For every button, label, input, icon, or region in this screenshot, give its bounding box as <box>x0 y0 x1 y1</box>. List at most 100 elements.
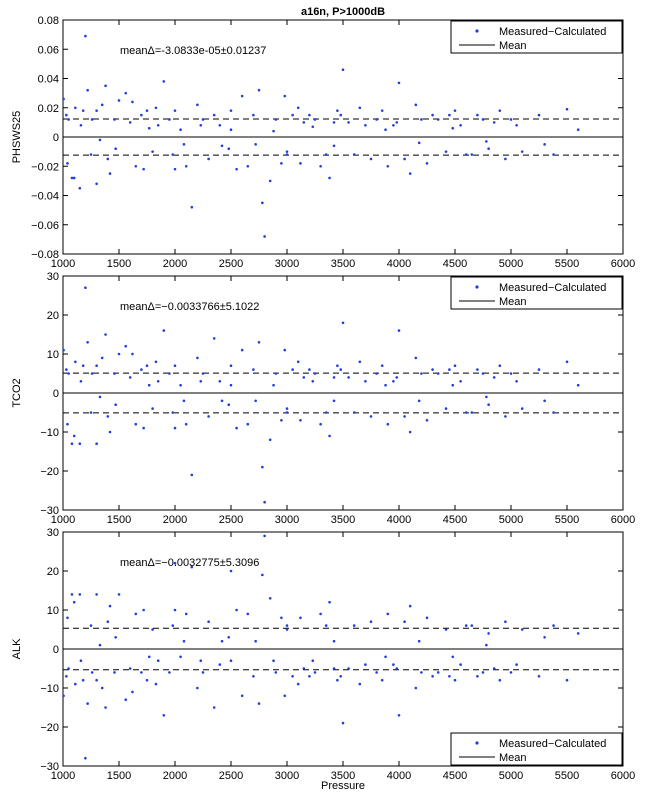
data-point <box>332 639 336 643</box>
data-point <box>352 624 356 627</box>
legend-box <box>450 276 623 310</box>
data-point <box>576 383 580 387</box>
legend: Measured−Calculated Mean <box>450 732 623 766</box>
data-point <box>252 368 255 371</box>
data-point <box>229 364 233 368</box>
data-point <box>134 164 138 168</box>
data-point <box>280 162 283 165</box>
data-point <box>520 150 524 153</box>
data-point <box>308 368 311 371</box>
data-point <box>302 667 306 670</box>
data-point <box>168 671 171 674</box>
legend-marker-point <box>475 741 479 745</box>
data-point <box>332 144 336 148</box>
data-point <box>358 682 362 686</box>
data-point <box>448 675 451 678</box>
data-point <box>487 403 490 407</box>
data-point <box>509 118 513 121</box>
data-point <box>417 639 421 643</box>
data-point <box>520 407 524 410</box>
data-point <box>100 356 104 360</box>
x-tick-label: 4500 <box>443 514 467 526</box>
x-tick-label: 4000 <box>387 514 411 526</box>
data-point <box>65 675 68 678</box>
data-point <box>131 100 134 104</box>
data-point <box>332 667 336 670</box>
data-point <box>235 426 238 430</box>
data-point <box>274 372 278 375</box>
data-point <box>124 698 128 701</box>
legend-label: Mean <box>499 40 527 52</box>
data-point <box>408 604 412 608</box>
data-point <box>347 121 350 124</box>
legend-box <box>450 732 623 766</box>
data-point <box>436 372 440 375</box>
data-point <box>448 368 451 371</box>
data-point <box>229 569 233 573</box>
data-point <box>70 176 74 180</box>
data-point <box>212 113 216 117</box>
data-point <box>86 702 89 705</box>
data-point <box>104 84 107 88</box>
data-point <box>313 118 317 121</box>
data-point <box>311 125 315 129</box>
data-point <box>104 706 107 709</box>
data-point <box>171 153 175 156</box>
data-point <box>199 380 203 383</box>
data-point <box>485 643 488 647</box>
legend: Measured−Calculated Mean <box>450 276 623 310</box>
data-point <box>268 438 272 442</box>
x-tick-label: 4000 <box>387 258 411 270</box>
data-point <box>74 360 77 364</box>
data-point <box>154 360 158 364</box>
data-point <box>113 118 116 121</box>
data-point <box>453 678 457 682</box>
data-point <box>168 372 171 375</box>
data-point <box>285 407 289 410</box>
data-point <box>464 624 468 627</box>
data-point <box>117 99 121 102</box>
data-point <box>395 121 399 124</box>
data-point <box>114 636 117 639</box>
data-point <box>218 124 222 127</box>
data-point <box>62 97 65 101</box>
data-point <box>537 368 541 371</box>
data-point <box>72 600 76 604</box>
data-point <box>106 157 110 161</box>
data-point <box>487 147 490 150</box>
y-tick-label: 0 <box>53 388 59 400</box>
data-point <box>252 113 255 117</box>
data-point <box>108 430 112 434</box>
data-point <box>171 624 175 627</box>
data-point <box>95 364 98 368</box>
data-point <box>364 663 367 666</box>
data-point <box>386 164 390 168</box>
data-point <box>72 176 76 180</box>
data-point <box>444 407 448 410</box>
data-point <box>207 415 210 418</box>
data-point <box>453 109 457 112</box>
data-point <box>89 411 93 414</box>
data-point <box>459 663 462 666</box>
data-point <box>272 129 275 133</box>
data-point <box>81 678 85 682</box>
data-point <box>552 624 555 627</box>
data-point <box>74 682 77 686</box>
chart-panel-1: −0.08 −0.06 −0.04 −0.02 0 0.02 0.04 0.06 0.08 100… <box>11 15 635 270</box>
data-point <box>212 337 216 340</box>
data-point <box>98 643 102 647</box>
data-point <box>78 593 82 596</box>
data-point <box>339 675 343 678</box>
data-point <box>207 157 210 161</box>
data-point <box>358 106 362 110</box>
x-tick-label: 3000 <box>275 514 299 526</box>
y-tick-label: 0.06 <box>38 44 59 56</box>
data-point <box>104 333 107 336</box>
legend-marker-point <box>475 29 479 33</box>
data-point <box>263 235 266 238</box>
data-point <box>431 113 434 117</box>
data-point <box>308 675 311 678</box>
data-point <box>285 411 289 414</box>
data-point <box>90 671 94 674</box>
